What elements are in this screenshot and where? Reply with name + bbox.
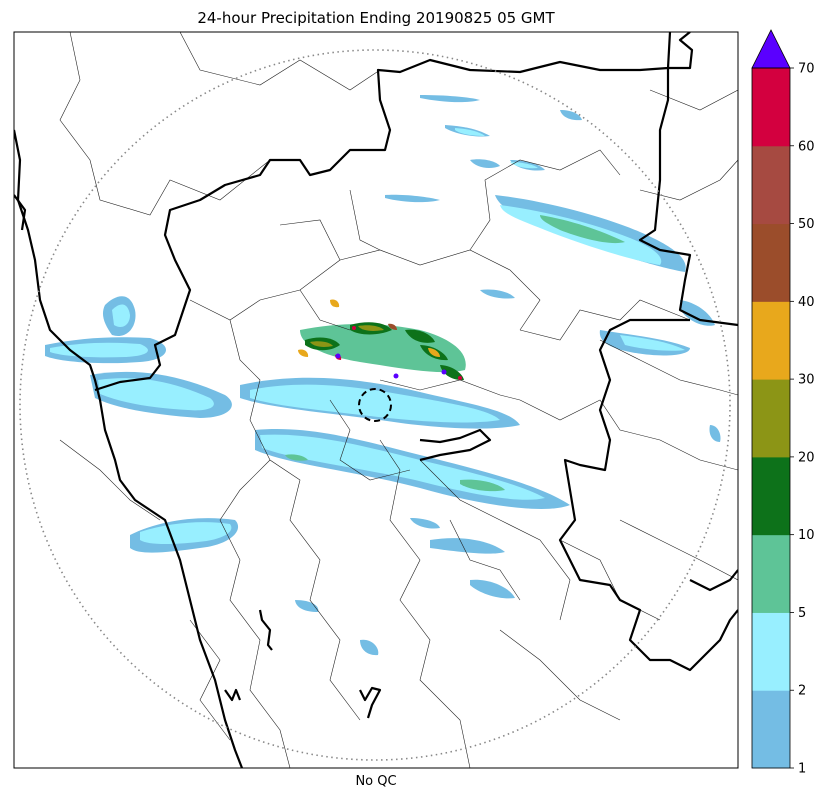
colorbar-bin <box>752 301 790 380</box>
colorbar-tick-label: 5 <box>798 606 806 621</box>
district-boundaries <box>59 32 738 768</box>
colorbar-bin <box>752 379 790 458</box>
colorbar-ticks: 1 2 5 10 20 30 40 50 60 70 <box>790 62 815 777</box>
map-frame <box>13 31 739 769</box>
colorbar-tick-label: 20 <box>798 450 815 465</box>
colorbar-tick-label: 50 <box>798 217 815 232</box>
colorbar-bin <box>752 145 790 225</box>
colorbar-tick-label: 60 <box>798 139 815 154</box>
colorbar-bin <box>752 223 790 302</box>
colorbar-tick-label: 30 <box>798 373 815 388</box>
colorbar-tick-label: 1 <box>798 762 806 777</box>
map-xlabel: No QC <box>355 774 396 789</box>
state-boundaries <box>14 32 738 768</box>
colorbar-tick-label: 70 <box>798 62 815 77</box>
colorbar-frame <box>751 67 791 769</box>
colorbar-bin <box>752 68 790 147</box>
colorbar-bin <box>752 534 790 613</box>
colorbar: 1 2 5 10 20 30 40 50 60 70 <box>751 29 815 777</box>
colorbar-bin <box>752 612 790 691</box>
colorbar-bins <box>752 68 790 769</box>
colorbar-bin <box>752 456 790 536</box>
radar-range-ring <box>19 49 731 761</box>
colorbar-tick-label: 10 <box>798 528 815 543</box>
colorbar-tick-label: 40 <box>798 295 815 310</box>
map-title: 24-hour Precipitation Ending 20190825 05… <box>197 9 555 27</box>
radar-site-marker <box>358 388 392 422</box>
precip-layer-heavy <box>298 299 464 381</box>
colorbar-extend-triangle <box>751 29 791 69</box>
colorbar-tick-label: 2 <box>798 684 806 699</box>
radar-map <box>13 31 739 769</box>
colorbar-bin <box>752 690 790 769</box>
